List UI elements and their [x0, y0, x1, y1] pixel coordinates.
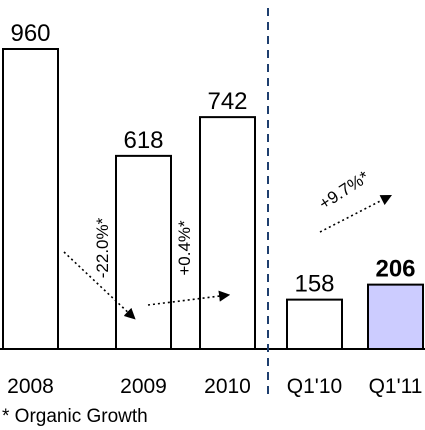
growth-2-label: +0.4%*	[175, 220, 194, 276]
value-label-q1-10: 158	[294, 271, 334, 298]
growth-3-arrow	[319, 194, 392, 233]
tick-label-q1-10: Q1'10	[287, 375, 342, 398]
growth-2-arrow	[147, 290, 231, 306]
growth-1-arrow	[63, 251, 136, 320]
bar-q1-11	[367, 283, 424, 350]
bar-2008	[2, 48, 59, 350]
bar-2009	[115, 154, 172, 350]
value-label-2010: 742	[207, 88, 247, 115]
bar-q1-10	[286, 298, 343, 350]
tick-label-2009: 2009	[120, 375, 167, 398]
tick-label-q1-11: Q1'11	[369, 375, 423, 398]
tick-label-2010: 2010	[204, 375, 251, 398]
growth-3-label: +9.7%*	[316, 167, 373, 213]
value-label-2009: 618	[123, 127, 163, 154]
footnote: * Organic Growth	[2, 406, 148, 427]
value-label-q1-11: 206	[375, 256, 415, 283]
value-label-2008: 960	[10, 20, 50, 47]
tick-label-2008: 2008	[7, 375, 54, 398]
bar-2010	[199, 116, 256, 350]
growth-1-label: -22.0%*	[93, 217, 112, 278]
